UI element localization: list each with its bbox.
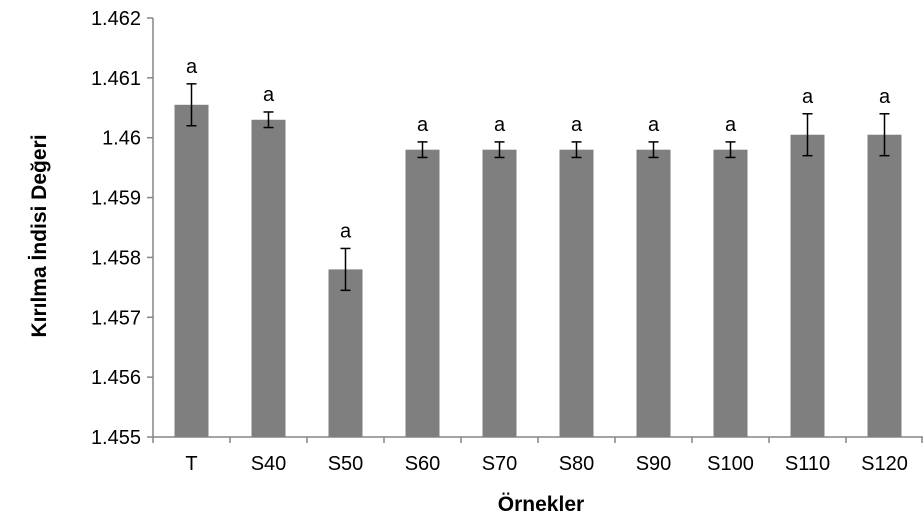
data-label: a	[340, 220, 352, 242]
x-tick-label: S110	[785, 453, 830, 475]
bar	[251, 119, 286, 437]
y-tick-label: 1.458	[91, 247, 141, 269]
y-tick-label: 1.462	[91, 8, 141, 30]
x-axis: T S40 S50 S60 S70 S80 S90 S100 S110 S120	[152, 436, 923, 475]
x-tick-label: S70	[482, 453, 518, 475]
y-axis: 1.455 1.456 1.457 1.458 1.459 1.46 1.461 1.462	[91, 8, 154, 449]
data-label: a	[417, 114, 429, 136]
y-tick-label: 1.459	[91, 188, 141, 210]
x-tick-label: S40	[251, 453, 287, 475]
data-label: a	[648, 114, 660, 136]
x-tick-label: S120	[861, 453, 908, 475]
error-bars	[186, 83, 890, 292]
y-tick-label: 1.457	[91, 307, 141, 329]
data-label: a	[879, 86, 891, 108]
data-label: a	[494, 114, 506, 136]
x-tick-label: S50	[328, 453, 364, 475]
y-tick-label: 1.455	[91, 427, 141, 449]
x-tick-label: T	[185, 453, 197, 475]
bar	[867, 134, 902, 437]
data-labels: a a a a a a a a a a	[186, 56, 891, 243]
bar	[559, 149, 594, 437]
bar	[790, 134, 825, 437]
bar	[713, 149, 748, 437]
bar	[174, 104, 209, 438]
data-label: a	[725, 114, 737, 136]
x-tick-label: S90	[636, 453, 672, 475]
bar	[636, 149, 671, 437]
data-label: a	[186, 56, 198, 78]
y-tick-label: 1.456	[91, 367, 141, 389]
bar	[328, 269, 363, 437]
y-axis-title: Kırılma İndisi Değeri	[28, 134, 51, 337]
data-label: a	[802, 86, 814, 108]
x-tick-label: S60	[405, 453, 441, 475]
bar	[405, 149, 440, 437]
data-label: a	[571, 114, 583, 136]
bars	[174, 104, 902, 438]
x-tick-label: S80	[559, 453, 595, 475]
data-label: a	[263, 84, 275, 106]
x-axis-title: Örnekler	[498, 493, 584, 516]
bar	[482, 149, 517, 437]
x-tick-label: S100	[707, 453, 754, 475]
y-tick-label: 1.46	[102, 128, 141, 150]
y-tick-label: 1.461	[91, 68, 141, 90]
